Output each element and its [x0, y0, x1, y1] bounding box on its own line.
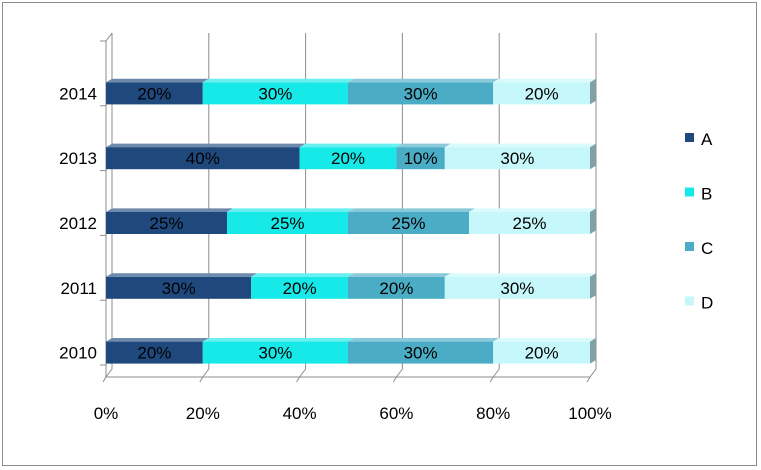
bar-segment: [106, 276, 252, 299]
data-label: 30%: [258, 84, 292, 103]
data-label: 30%: [404, 84, 438, 103]
data-label: 40%: [186, 149, 220, 168]
bar-segment: [106, 82, 203, 105]
data-label: 20%: [331, 149, 365, 168]
bar-top-face: [106, 273, 258, 277]
y-tick-label: 2014: [59, 84, 97, 103]
legend-swatch: [685, 296, 694, 306]
bar-segment: [106, 147, 300, 170]
legend-label: C: [701, 239, 713, 258]
bar-segment: [299, 147, 397, 170]
bar-segment: [493, 341, 590, 364]
bar-top-face: [106, 78, 209, 83]
legend-label: D: [701, 294, 713, 313]
bar-top-face: [202, 338, 354, 342]
data-label: 30%: [500, 279, 534, 298]
bar-end-face: [590, 208, 596, 234]
x-tick-label: 100%: [568, 404, 611, 423]
bar-segment: [202, 341, 348, 364]
bar-top-face: [469, 208, 596, 212]
data-label: 20%: [137, 344, 171, 363]
data-label: 20%: [525, 84, 559, 103]
x-tick-label: 40%: [283, 404, 317, 423]
bar-top-face: [444, 143, 596, 148]
bar-segment: [348, 341, 494, 364]
y-tick-label: 2011: [60, 279, 97, 298]
x-tick-mark: [392, 376, 397, 383]
x-tick-label: 60%: [379, 404, 413, 423]
data-label: 30%: [500, 149, 534, 168]
data-label: 20%: [137, 84, 171, 103]
y-tick-label: 2010: [59, 344, 97, 363]
floor-gridline: [492, 368, 500, 378]
x-tick-label: 20%: [186, 404, 220, 423]
bar-end-face: [590, 143, 596, 170]
legend-label: A: [701, 130, 713, 149]
legend-label: B: [701, 185, 712, 204]
bar-segment: [348, 82, 494, 105]
bar-top-face: [348, 338, 500, 342]
bar-top-face: [348, 273, 451, 277]
bar-segment: [227, 212, 348, 234]
data-label: 25%: [391, 214, 425, 233]
y-tick-label: 2012: [59, 214, 97, 233]
floor-gridline: [105, 368, 113, 378]
floor-gridline: [299, 368, 307, 378]
x-tick-label: 80%: [476, 404, 510, 423]
x-tick-mark: [586, 376, 591, 383]
data-label: 30%: [162, 279, 196, 298]
data-label: 20%: [379, 279, 413, 298]
data-label: 25%: [149, 214, 183, 233]
bar-segment: [202, 82, 348, 105]
bar-top-face: [444, 273, 596, 277]
bar-segment: [444, 147, 590, 170]
bar-segment: [251, 276, 348, 299]
bar-segment: [396, 147, 445, 170]
data-label: 30%: [404, 344, 438, 363]
x-tick-mark: [102, 376, 107, 383]
bar-segment: [106, 341, 203, 364]
legend-swatch: [685, 242, 694, 251]
data-label: 30%: [258, 344, 292, 363]
y-tick-label: 2013: [59, 149, 97, 168]
bar-segment: [348, 212, 469, 234]
bar-end-face: [590, 78, 596, 105]
floor-gridline: [589, 368, 597, 378]
bar-top-face: [106, 338, 209, 342]
bar-top-face: [348, 208, 475, 212]
x-tick-mark: [296, 376, 301, 383]
x-tick-label: 0%: [94, 404, 119, 423]
bar-top-face: [251, 273, 354, 277]
x-tick-mark: [199, 376, 204, 383]
data-label: 25%: [270, 214, 304, 233]
bar-top-face: [202, 78, 354, 83]
floor-gridline: [202, 368, 210, 378]
data-label: 20%: [525, 344, 559, 363]
bar-top-face: [106, 208, 233, 212]
bar-top-face: [396, 143, 451, 148]
floor-gridline: [395, 368, 403, 378]
data-label: 10%: [404, 149, 438, 168]
bar-top-face: [106, 143, 306, 148]
bar-segment: [444, 276, 590, 299]
bar-end-face: [590, 273, 596, 299]
bar-top-face: [227, 208, 354, 212]
data-label: 20%: [283, 279, 317, 298]
legend-swatch: [685, 133, 694, 142]
y-axis-top-edge: [105, 32, 113, 42]
data-label: 25%: [512, 214, 546, 233]
legend-swatch: [685, 187, 694, 197]
bar-segment: [348, 276, 445, 299]
bar-segment: [106, 212, 227, 234]
bar-top-face: [348, 78, 500, 83]
bar-segment: [469, 212, 590, 234]
bar-top-face: [299, 143, 403, 148]
bar-top-face: [493, 78, 596, 83]
bar-top-face: [493, 338, 596, 342]
bar-end-face: [590, 338, 596, 364]
bar-segment: [493, 82, 590, 105]
x-tick-mark: [489, 376, 494, 383]
